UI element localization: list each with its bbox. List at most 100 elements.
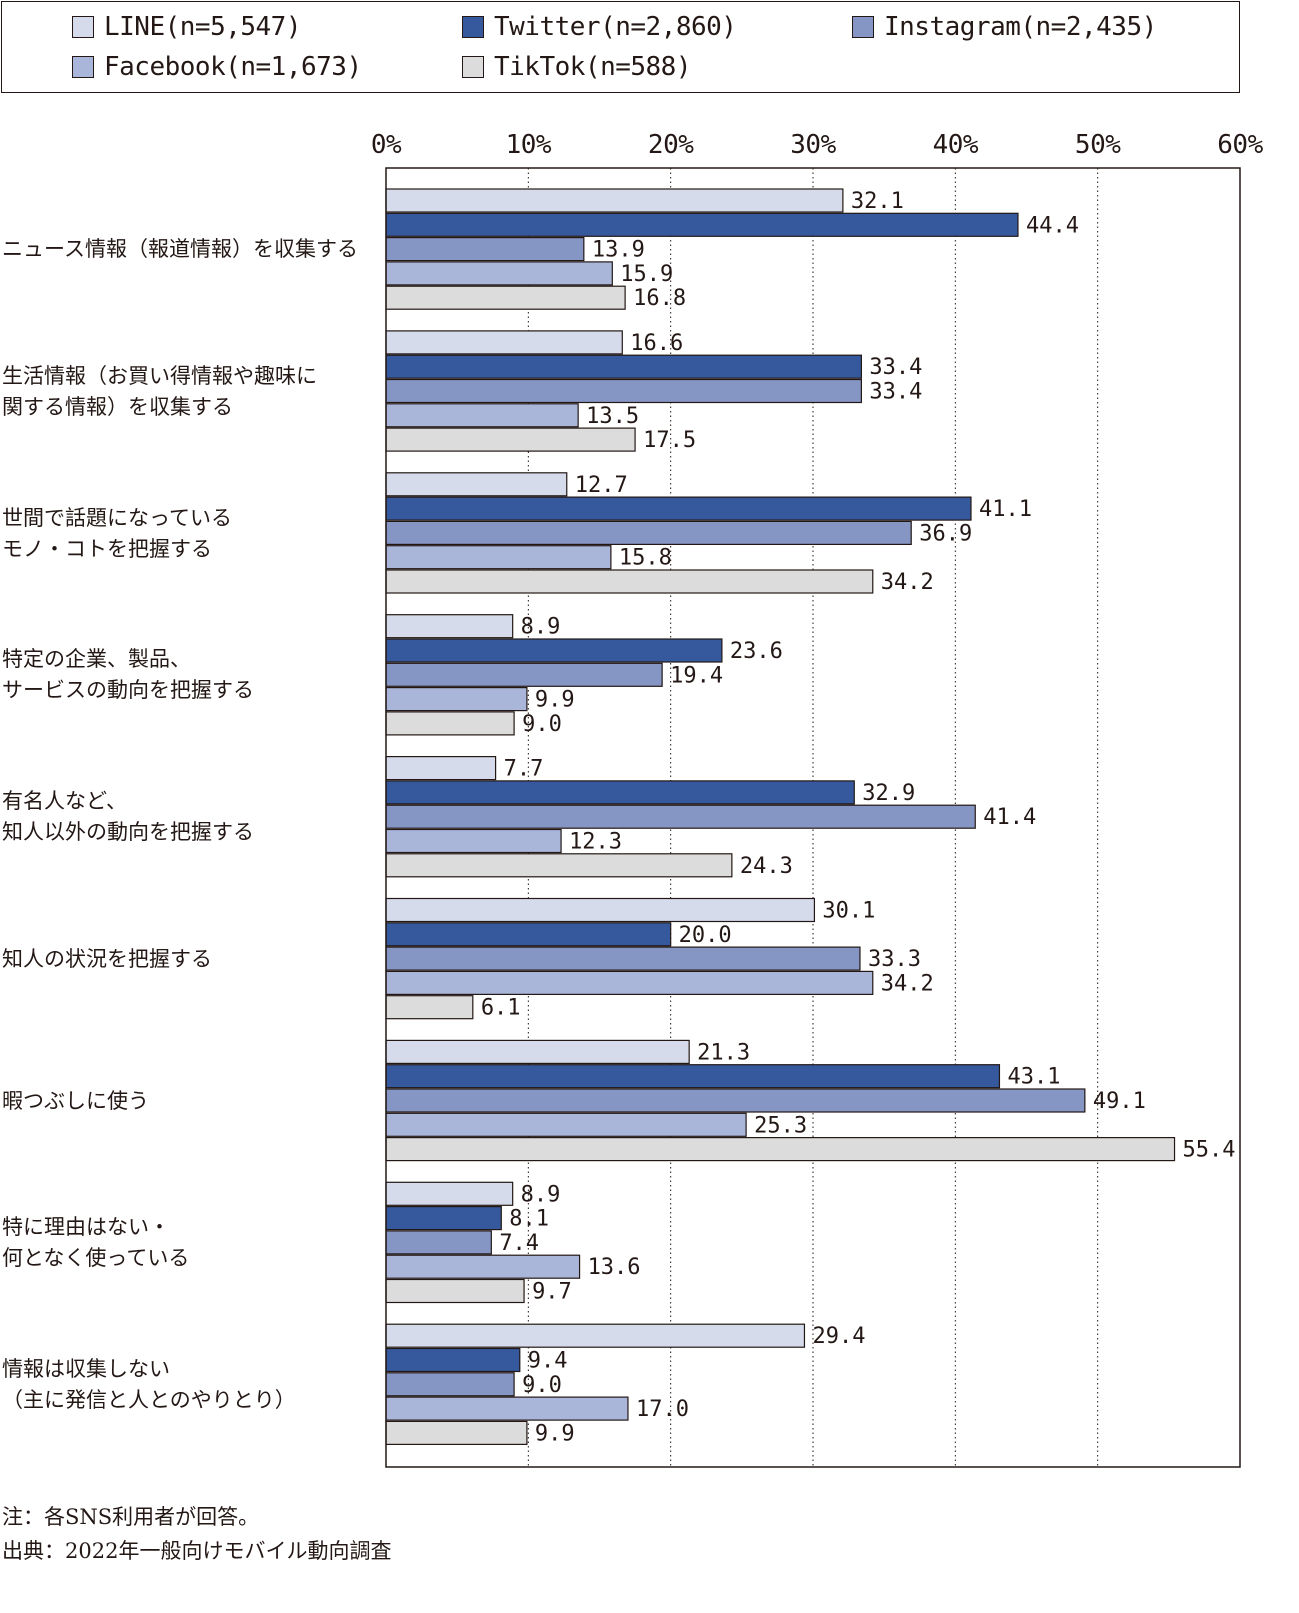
bar (385, 755, 497, 781)
data-label: 49.1 (1093, 1089, 1146, 1114)
bar (385, 237, 585, 262)
category-label: ニュース情報（報道情報）を収集する (2, 237, 358, 262)
x-tick-label: 10% (506, 130, 552, 160)
data-label: 41.1 (979, 497, 1032, 522)
data-label: 7.7 (504, 757, 544, 782)
data-label: 24.3 (740, 854, 793, 879)
bar (385, 569, 874, 594)
bar (385, 330, 623, 355)
category-label: 世間で話題になっている モノ・コトを把握する (2, 505, 232, 561)
data-label: 15.8 (619, 546, 672, 571)
data-label: 12.3 (569, 830, 622, 855)
data-label: 9.4 (528, 1349, 568, 1374)
legend-swatch (462, 16, 484, 38)
bar (385, 853, 733, 878)
x-tick-label: 20% (648, 130, 694, 160)
category-label: 情報は収集しない （主に発信と人とのやりとり） (2, 1356, 296, 1412)
legend-swatch (72, 56, 94, 78)
data-label: 9.0 (522, 712, 562, 737)
legend-item: Facebook(n=1,673) (72, 52, 362, 82)
bar (385, 1420, 528, 1446)
x-tick-label: 0% (371, 130, 402, 160)
x-tick-label: 40% (933, 130, 979, 160)
data-label: 16.6 (630, 331, 683, 356)
bar (385, 922, 672, 947)
plot-frame (385, 167, 1241, 1468)
bar (385, 403, 579, 428)
bar (385, 285, 626, 310)
bar (385, 1278, 525, 1304)
data-label: 34.2 (881, 570, 934, 595)
data-label: 55.4 (1183, 1138, 1236, 1163)
data-label: 15.9 (620, 262, 673, 287)
data-label: 9.7 (532, 1280, 572, 1305)
data-label: 9.0 (522, 1373, 562, 1398)
bar (385, 828, 562, 854)
data-label: 36.9 (919, 521, 972, 546)
source-text: 出典：2022年一般向けモバイル動向調査 (2, 1539, 392, 1563)
data-label: 12.7 (575, 473, 628, 498)
data-label: 23.6 (730, 639, 783, 664)
data-label: 29.4 (812, 1324, 865, 1349)
data-label: 19.4 (670, 663, 723, 688)
data-label: 32.1 (851, 189, 904, 214)
bar (385, 614, 514, 639)
bar (385, 188, 844, 213)
legend-item: Instagram(n=2,435) (852, 12, 1157, 42)
data-label: 30.1 (822, 899, 875, 924)
bar (385, 1323, 806, 1348)
bar (385, 472, 568, 497)
bar (385, 662, 663, 687)
data-label: 9.9 (535, 688, 575, 713)
x-tick-label: 30% (790, 130, 836, 160)
legend-label: TikTok(n=588) (494, 52, 692, 82)
data-label: 8.1 (509, 1207, 549, 1232)
bar (385, 1136, 1176, 1162)
x-tick-label: 60% (1217, 130, 1263, 160)
category-label: 知人の状況を把握する (2, 946, 212, 971)
bar (385, 638, 723, 663)
bar (385, 804, 976, 829)
data-label: 8.9 (521, 615, 561, 640)
category-label: 特に理由はない・ 何となく使っている (2, 1215, 190, 1271)
data-label: 13.5 (586, 404, 639, 429)
category-label: 特定の企業、製品、 サービスの動向を把握する (2, 647, 254, 703)
bar (385, 1347, 521, 1373)
data-label: 21.3 (697, 1040, 750, 1065)
data-label: 33.4 (869, 355, 922, 380)
data-label: 41.4 (983, 805, 1036, 830)
data-label: 13.9 (592, 238, 645, 263)
bar (385, 1112, 747, 1137)
data-label: 8.9 (521, 1182, 561, 1207)
data-label: 6.1 (481, 996, 521, 1021)
bar (385, 686, 528, 712)
bar (385, 1254, 581, 1279)
bar (385, 780, 855, 805)
legend-label: LINE(n=5,547) (104, 12, 302, 42)
note-text: 注：各SNS利用者が回答。 (2, 1505, 260, 1529)
legend-swatch (72, 16, 94, 38)
category-label: 生活情報（お買い得情報や趣味に 関する情報）を収集する (2, 363, 317, 419)
legend-swatch (852, 16, 874, 38)
bar (385, 946, 861, 971)
bar (385, 897, 816, 923)
bar (385, 354, 862, 379)
legend-label: Instagram(n=2,435) (884, 12, 1157, 42)
data-label: 25.3 (754, 1113, 807, 1138)
data-label: 16.8 (633, 286, 686, 311)
bar (385, 1396, 629, 1421)
bar (385, 496, 972, 521)
data-label: 44.4 (1026, 213, 1079, 238)
legend-item: TikTok(n=588) (462, 52, 692, 82)
bar (385, 970, 874, 996)
bar (385, 711, 515, 736)
bar (385, 520, 912, 546)
data-label: 17.5 (643, 428, 696, 453)
legend-label: Twitter(n=2,860) (494, 12, 737, 42)
bar (385, 545, 612, 570)
data-label: 9.9 (535, 1421, 575, 1446)
category-label: 有名人など、 知人以外の動向を把握する (2, 789, 254, 845)
bar (385, 261, 613, 286)
bar (385, 1088, 1086, 1113)
